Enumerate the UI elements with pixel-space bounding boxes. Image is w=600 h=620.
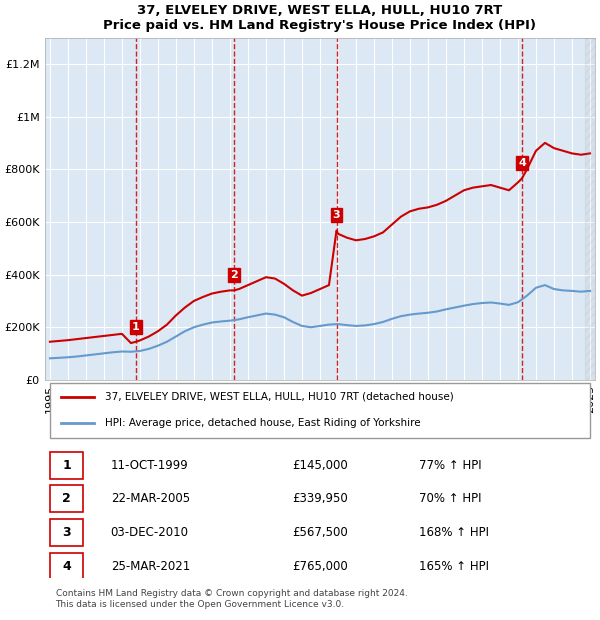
Text: 165% ↑ HPI: 165% ↑ HPI <box>419 560 489 574</box>
Text: Contains HM Land Registry data © Crown copyright and database right 2024.
This d: Contains HM Land Registry data © Crown c… <box>56 589 407 609</box>
Text: 70% ↑ HPI: 70% ↑ HPI <box>419 492 482 505</box>
Text: 1: 1 <box>132 322 140 332</box>
Text: 25-MAR-2021: 25-MAR-2021 <box>110 560 190 574</box>
Text: 22-MAR-2005: 22-MAR-2005 <box>110 492 190 505</box>
FancyBboxPatch shape <box>50 452 83 479</box>
Text: 03-DEC-2010: 03-DEC-2010 <box>110 526 188 539</box>
Text: 4: 4 <box>62 560 71 574</box>
Text: 2: 2 <box>230 270 238 280</box>
Text: 37, ELVELEY DRIVE, WEST ELLA, HULL, HU10 7RT (detached house): 37, ELVELEY DRIVE, WEST ELLA, HULL, HU10… <box>105 392 454 402</box>
Text: 77% ↑ HPI: 77% ↑ HPI <box>419 459 482 472</box>
Text: HPI: Average price, detached house, East Riding of Yorkshire: HPI: Average price, detached house, East… <box>105 417 421 428</box>
Text: 1: 1 <box>62 459 71 472</box>
FancyBboxPatch shape <box>50 485 83 512</box>
FancyBboxPatch shape <box>50 383 590 438</box>
FancyBboxPatch shape <box>50 553 83 580</box>
Text: 3: 3 <box>333 210 340 221</box>
Text: 2: 2 <box>62 492 71 505</box>
FancyBboxPatch shape <box>50 519 83 546</box>
Text: £339,950: £339,950 <box>292 492 348 505</box>
Text: £145,000: £145,000 <box>292 459 348 472</box>
Text: £765,000: £765,000 <box>292 560 348 574</box>
Text: £567,500: £567,500 <box>292 526 348 539</box>
Text: 168% ↑ HPI: 168% ↑ HPI <box>419 526 489 539</box>
Title: 37, ELVELEY DRIVE, WEST ELLA, HULL, HU10 7RT
Price paid vs. HM Land Registry's H: 37, ELVELEY DRIVE, WEST ELLA, HULL, HU10… <box>103 4 536 32</box>
Text: 11-OCT-1999: 11-OCT-1999 <box>110 459 188 472</box>
Text: 4: 4 <box>518 159 526 169</box>
Text: 3: 3 <box>62 526 71 539</box>
